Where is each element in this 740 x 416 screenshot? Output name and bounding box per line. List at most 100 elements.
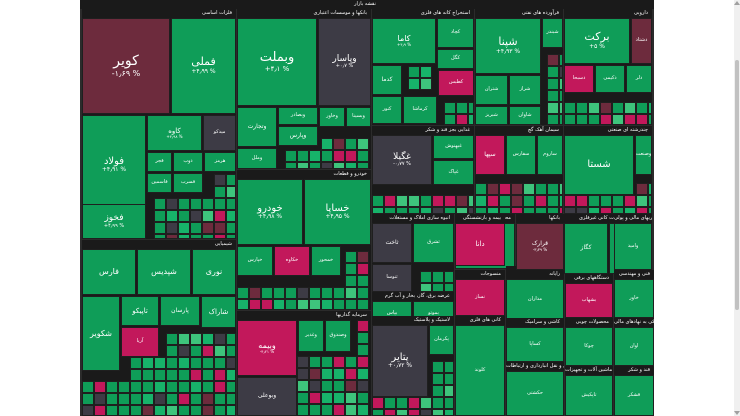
stock-tile[interactable]: دانا xyxy=(455,223,505,266)
stock-tile-small[interactable] xyxy=(190,222,202,234)
stock-tile-small[interactable] xyxy=(535,207,547,214)
stock-tile-small[interactable] xyxy=(547,114,559,125)
stock-tile-small[interactable] xyxy=(408,66,420,78)
stock-tile-small[interactable] xyxy=(130,393,142,405)
stock-tile-small[interactable] xyxy=(106,393,118,405)
stock-tile-small[interactable] xyxy=(384,409,396,416)
stock-tile-small[interactable] xyxy=(142,381,154,393)
stock-tile[interactable]: وبملت +۴٫۱ % xyxy=(237,18,317,106)
stock-tile-small[interactable] xyxy=(468,114,474,125)
stock-tile-small[interactable] xyxy=(357,380,369,392)
stock-tile-small[interactable] xyxy=(372,409,384,416)
stock-tile-small[interactable] xyxy=(142,393,154,405)
stock-tile-small[interactable] xyxy=(547,195,559,207)
stock-tile-small[interactable] xyxy=(285,287,297,299)
stock-tile-small[interactable] xyxy=(559,78,563,90)
stock-tile[interactable]: وصندوق xyxy=(325,320,351,352)
stock-tile-small[interactable] xyxy=(178,234,190,239)
stock-tile-small[interactable] xyxy=(166,210,178,222)
stock-tile[interactable]: هرمز xyxy=(204,152,236,172)
stock-tile-small[interactable] xyxy=(408,207,420,214)
stock-tile-small[interactable] xyxy=(345,162,357,169)
stock-tile-small[interactable] xyxy=(214,186,226,198)
stock-tile-small[interactable] xyxy=(178,405,190,416)
stock-tile[interactable]: شپدیس xyxy=(137,249,191,295)
stock-tile[interactable]: دکیمی xyxy=(595,65,625,93)
stock-tile[interactable]: قرارک -۳٫۳۹ % xyxy=(516,223,564,270)
stock-tile-small[interactable] xyxy=(321,299,333,310)
stock-tile-small[interactable] xyxy=(576,102,588,114)
stock-tile-small[interactable] xyxy=(333,299,345,310)
stock-tile-small[interactable] xyxy=(321,368,333,380)
stock-tile-small[interactable] xyxy=(226,357,236,369)
stock-tile-small[interactable] xyxy=(154,222,166,234)
stock-tile-small[interactable] xyxy=(297,299,309,310)
stock-tile-small[interactable] xyxy=(166,381,178,393)
stock-tile-small[interactable] xyxy=(309,150,321,162)
stock-tile-small[interactable] xyxy=(357,299,369,310)
stock-tile[interactable]: کرماشا xyxy=(403,96,437,124)
stock-tile[interactable]: غپاک xyxy=(433,160,474,185)
stock-tile[interactable]: میدکو xyxy=(203,115,236,151)
stock-tile-small[interactable] xyxy=(214,369,226,381)
stock-tile-small[interactable] xyxy=(523,195,535,207)
stock-tile[interactable]: خودرو +۴٫۹۸ % xyxy=(237,179,303,245)
stock-tile-small[interactable] xyxy=(648,102,652,114)
stock-tile[interactable]: بشهاب xyxy=(565,283,613,318)
stock-tile-small[interactable] xyxy=(624,114,636,125)
stock-tile-small[interactable] xyxy=(321,380,333,392)
stock-tile-small[interactable] xyxy=(178,198,190,210)
stock-tile-small[interactable] xyxy=(420,397,432,409)
stock-tile-small[interactable] xyxy=(226,393,236,405)
stock-tile[interactable]: وپارس xyxy=(278,126,318,146)
stock-tile-small[interactable] xyxy=(432,397,444,409)
stock-tile-small[interactable] xyxy=(214,198,226,210)
stock-tile-small[interactable] xyxy=(564,102,576,114)
stock-tile-small[interactable] xyxy=(285,162,297,169)
stock-tile-small[interactable] xyxy=(444,373,454,385)
stock-tile-small[interactable] xyxy=(345,368,357,380)
stock-tile-small[interactable] xyxy=(178,222,190,234)
stock-tile-small[interactable] xyxy=(357,404,369,416)
stock-tile-small[interactable] xyxy=(420,409,432,416)
stock-tile-small[interactable] xyxy=(214,405,226,416)
stock-tile[interactable]: خاور xyxy=(614,279,654,318)
stock-tile-small[interactable] xyxy=(82,405,94,416)
stock-tile[interactable]: فارس xyxy=(82,249,136,295)
stock-tile-small[interactable] xyxy=(190,234,202,239)
stock-tile-small[interactable] xyxy=(190,369,202,381)
stock-tile[interactable]: فجر xyxy=(147,152,172,172)
stock-tile-small[interactable] xyxy=(309,162,321,169)
stock-tile-small[interactable] xyxy=(624,207,636,214)
stock-tile-small[interactable] xyxy=(333,162,345,169)
stock-tile-small[interactable] xyxy=(154,405,166,416)
stock-tile[interactable]: چوکا xyxy=(565,327,613,366)
stock-tile[interactable]: تاپکیش xyxy=(565,375,613,416)
stock-tile-small[interactable] xyxy=(190,345,202,357)
stock-tile-small[interactable] xyxy=(357,392,369,404)
stock-tile-small[interactable] xyxy=(636,195,648,207)
stock-tile-small[interactable] xyxy=(357,275,369,287)
stock-tile-small[interactable] xyxy=(214,234,226,239)
stock-tile[interactable]: کگل xyxy=(437,49,474,69)
stock-tile-small[interactable] xyxy=(309,356,321,368)
stock-tile-small[interactable] xyxy=(226,333,236,345)
stock-tile-small[interactable] xyxy=(130,357,142,369)
stock-tile-small[interactable] xyxy=(636,102,648,114)
scroll-up-icon[interactable] xyxy=(734,1,740,5)
stock-tile[interactable]: شستا xyxy=(564,135,634,195)
stock-tile[interactable]: شکویر xyxy=(82,296,120,371)
stock-tile[interactable]: وتجارت xyxy=(237,107,277,147)
stock-tile-small[interactable] xyxy=(384,195,396,207)
stock-tile[interactable]: شپنا +۴٫۹۳ % xyxy=(475,18,541,74)
stock-tile-small[interactable] xyxy=(396,195,408,207)
stock-tile-small[interactable] xyxy=(523,183,535,195)
stock-tile[interactable]: نوری xyxy=(192,249,236,295)
stock-tile-small[interactable] xyxy=(547,207,559,214)
stock-tile-small[interactable] xyxy=(166,198,178,210)
stock-tile-small[interactable] xyxy=(309,380,321,392)
stock-tile[interactable]: دسبحا xyxy=(564,65,594,93)
stock-tile-small[interactable] xyxy=(456,195,468,207)
stock-tile-small[interactable] xyxy=(420,271,432,283)
stock-tile-small[interactable] xyxy=(309,404,321,416)
